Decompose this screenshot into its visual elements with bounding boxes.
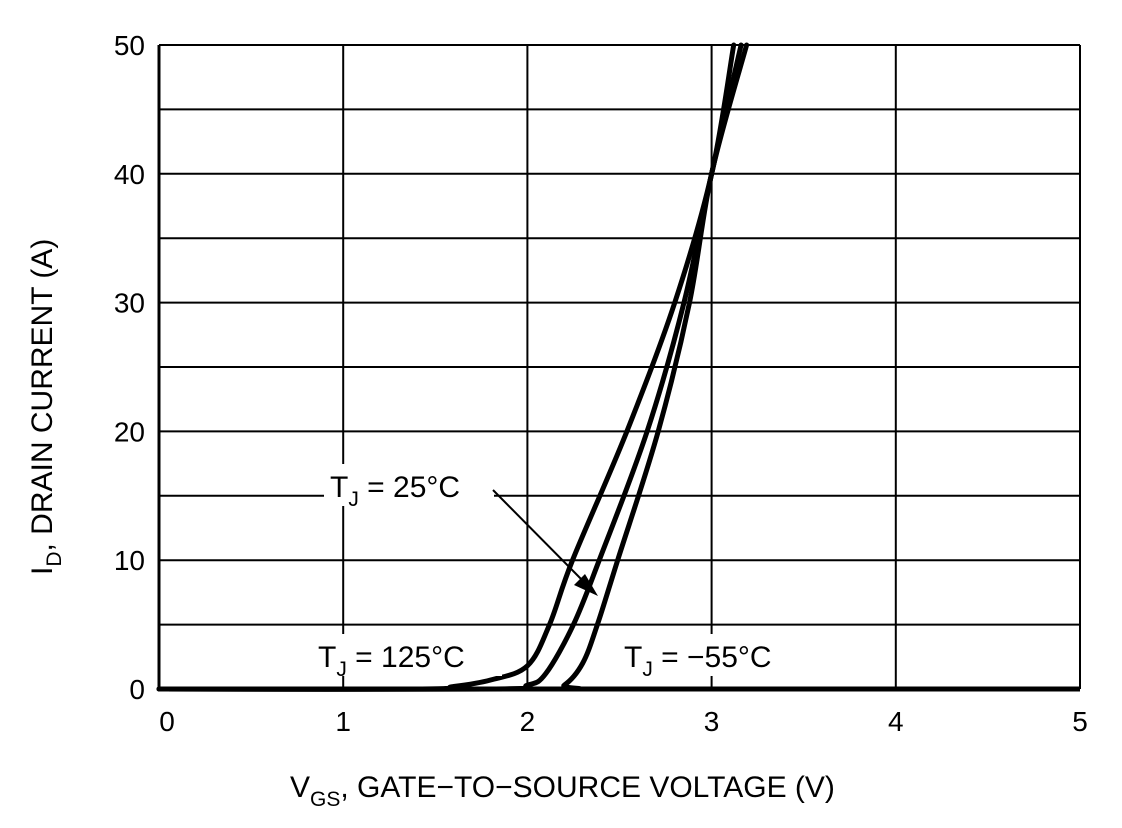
y-tick-label: 10 (114, 545, 145, 576)
x-tick-label: 2 (520, 706, 536, 737)
x-axis-label: VGS, GATE−TO−SOURCE VOLTAGE (V) (290, 771, 835, 811)
y-tick-label: 40 (114, 159, 145, 190)
y-tick-label: 20 (114, 416, 145, 447)
y-tick-label: 0 (129, 674, 145, 705)
series-line-2 (156, 42, 750, 692)
arrow-head-icon (574, 574, 598, 596)
grid (157, 44, 1081, 692)
y-axis-label: ID, DRAIN CURRENT (A) (26, 239, 66, 575)
label-25-bg (324, 464, 494, 506)
y-tick-label: 30 (114, 288, 145, 319)
y-tick-label: 50 (114, 30, 145, 61)
label-m55-bg (618, 634, 808, 676)
label-25-arrow (492, 489, 589, 587)
x-tick-label: 5 (1072, 706, 1088, 737)
x-tick-label: 3 (704, 706, 720, 737)
label-125-bg (306, 634, 502, 676)
x-tick-label: 1 (335, 706, 351, 737)
series-label-125c: TJ = 125°C (318, 641, 465, 681)
series-label-25c: TJ = 25°C (330, 471, 460, 511)
series-label-minus55c: TJ = −55°C (624, 641, 772, 681)
x-tick-label: 0 (159, 706, 175, 737)
x-tick-label: 4 (888, 706, 904, 737)
